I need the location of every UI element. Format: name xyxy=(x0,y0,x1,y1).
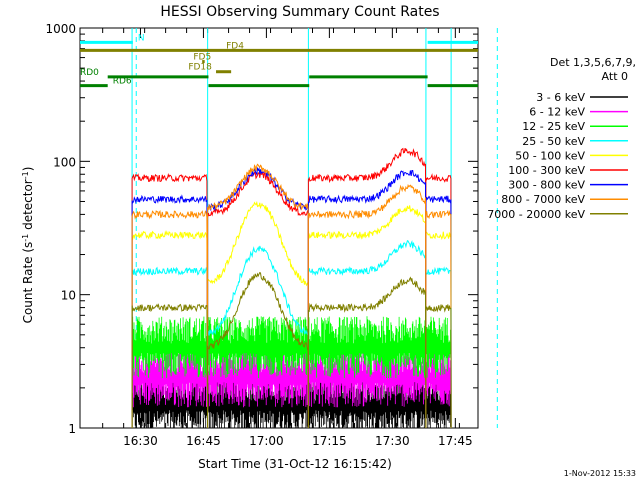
legend-entry-label: 100 - 300 keV xyxy=(508,164,585,177)
flag-label-rd0: RD0 xyxy=(80,68,99,78)
legend-entry-label: 800 - 7000 keV xyxy=(501,193,585,206)
series-3 xyxy=(131,240,452,429)
plot-timestamp: 1-Nov-2012 15:33 xyxy=(564,469,636,478)
series-7 xyxy=(131,163,452,429)
y-axis-label-sup1: -1 xyxy=(21,234,30,242)
flag-label-fd18: FD18 xyxy=(188,63,212,73)
flag-label-fd5: FD5 xyxy=(193,53,211,63)
y-axis-label-part3: ) xyxy=(21,167,35,172)
series-5 xyxy=(131,147,452,429)
legend-entry-label: 7000 - 20000 keV xyxy=(487,208,585,221)
x-tick-label: 16:45 xyxy=(186,434,221,448)
legend-entry-label: 300 - 800 keV xyxy=(508,179,585,192)
y-axis-label-part2: detector xyxy=(21,179,35,234)
series-8 xyxy=(131,271,452,429)
y-tick-label: 1000 xyxy=(45,22,76,36)
y-tick-label: 10 xyxy=(61,289,76,303)
legend-header-line2: Att 0 xyxy=(602,70,628,83)
y-axis-label: Count Rate (s-1 detector-1) xyxy=(21,167,36,324)
x-tick-label: 16:30 xyxy=(123,434,158,448)
legend-entry-label: 6 - 12 keV xyxy=(529,106,585,119)
plot-area: 1 10 100 1000 16:30 16:45 17:00 17:15 17:30 17:45… xyxy=(45,22,498,448)
x-tick-label: 17:30 xyxy=(375,434,410,448)
x-axis-label: Start Time (31-Oct-12 16:15:42) xyxy=(198,457,392,471)
series-4 xyxy=(131,200,452,429)
legend-entry-label: 3 - 6 keV xyxy=(536,91,585,104)
legend-header-line1: Det 1,3,5,6,7,9, xyxy=(550,56,636,69)
series-6 xyxy=(131,166,452,429)
y-axis-label-part1: Count Rate (s xyxy=(21,242,35,324)
flag-label-fd4: FD4 xyxy=(226,41,244,51)
legend-entry-label: 50 - 100 keV xyxy=(515,149,585,162)
x-tick-label: 17:15 xyxy=(312,434,347,448)
legend-entry-label: 25 - 50 keV xyxy=(522,135,585,148)
legend-entry-label: 12 - 25 keV xyxy=(522,120,585,133)
y-tick-label: 100 xyxy=(53,155,76,169)
y-tick-label: 1 xyxy=(68,422,76,436)
flag-label-n: N xyxy=(138,33,145,43)
plot-frame xyxy=(79,27,479,429)
flag-label-rd6: RD6 xyxy=(113,77,132,87)
x-tick-label: 17:45 xyxy=(438,434,473,448)
y-axis-label-sup2: -1 xyxy=(21,171,30,179)
legend: Det 1,3,5,6,7,9,Att 0 3 - 6 keV 6 - 12 keV… xyxy=(487,56,636,221)
x-tick-label: 17:00 xyxy=(249,434,284,448)
chart-title: HESSI Observing Summary Count Rates xyxy=(160,4,439,20)
